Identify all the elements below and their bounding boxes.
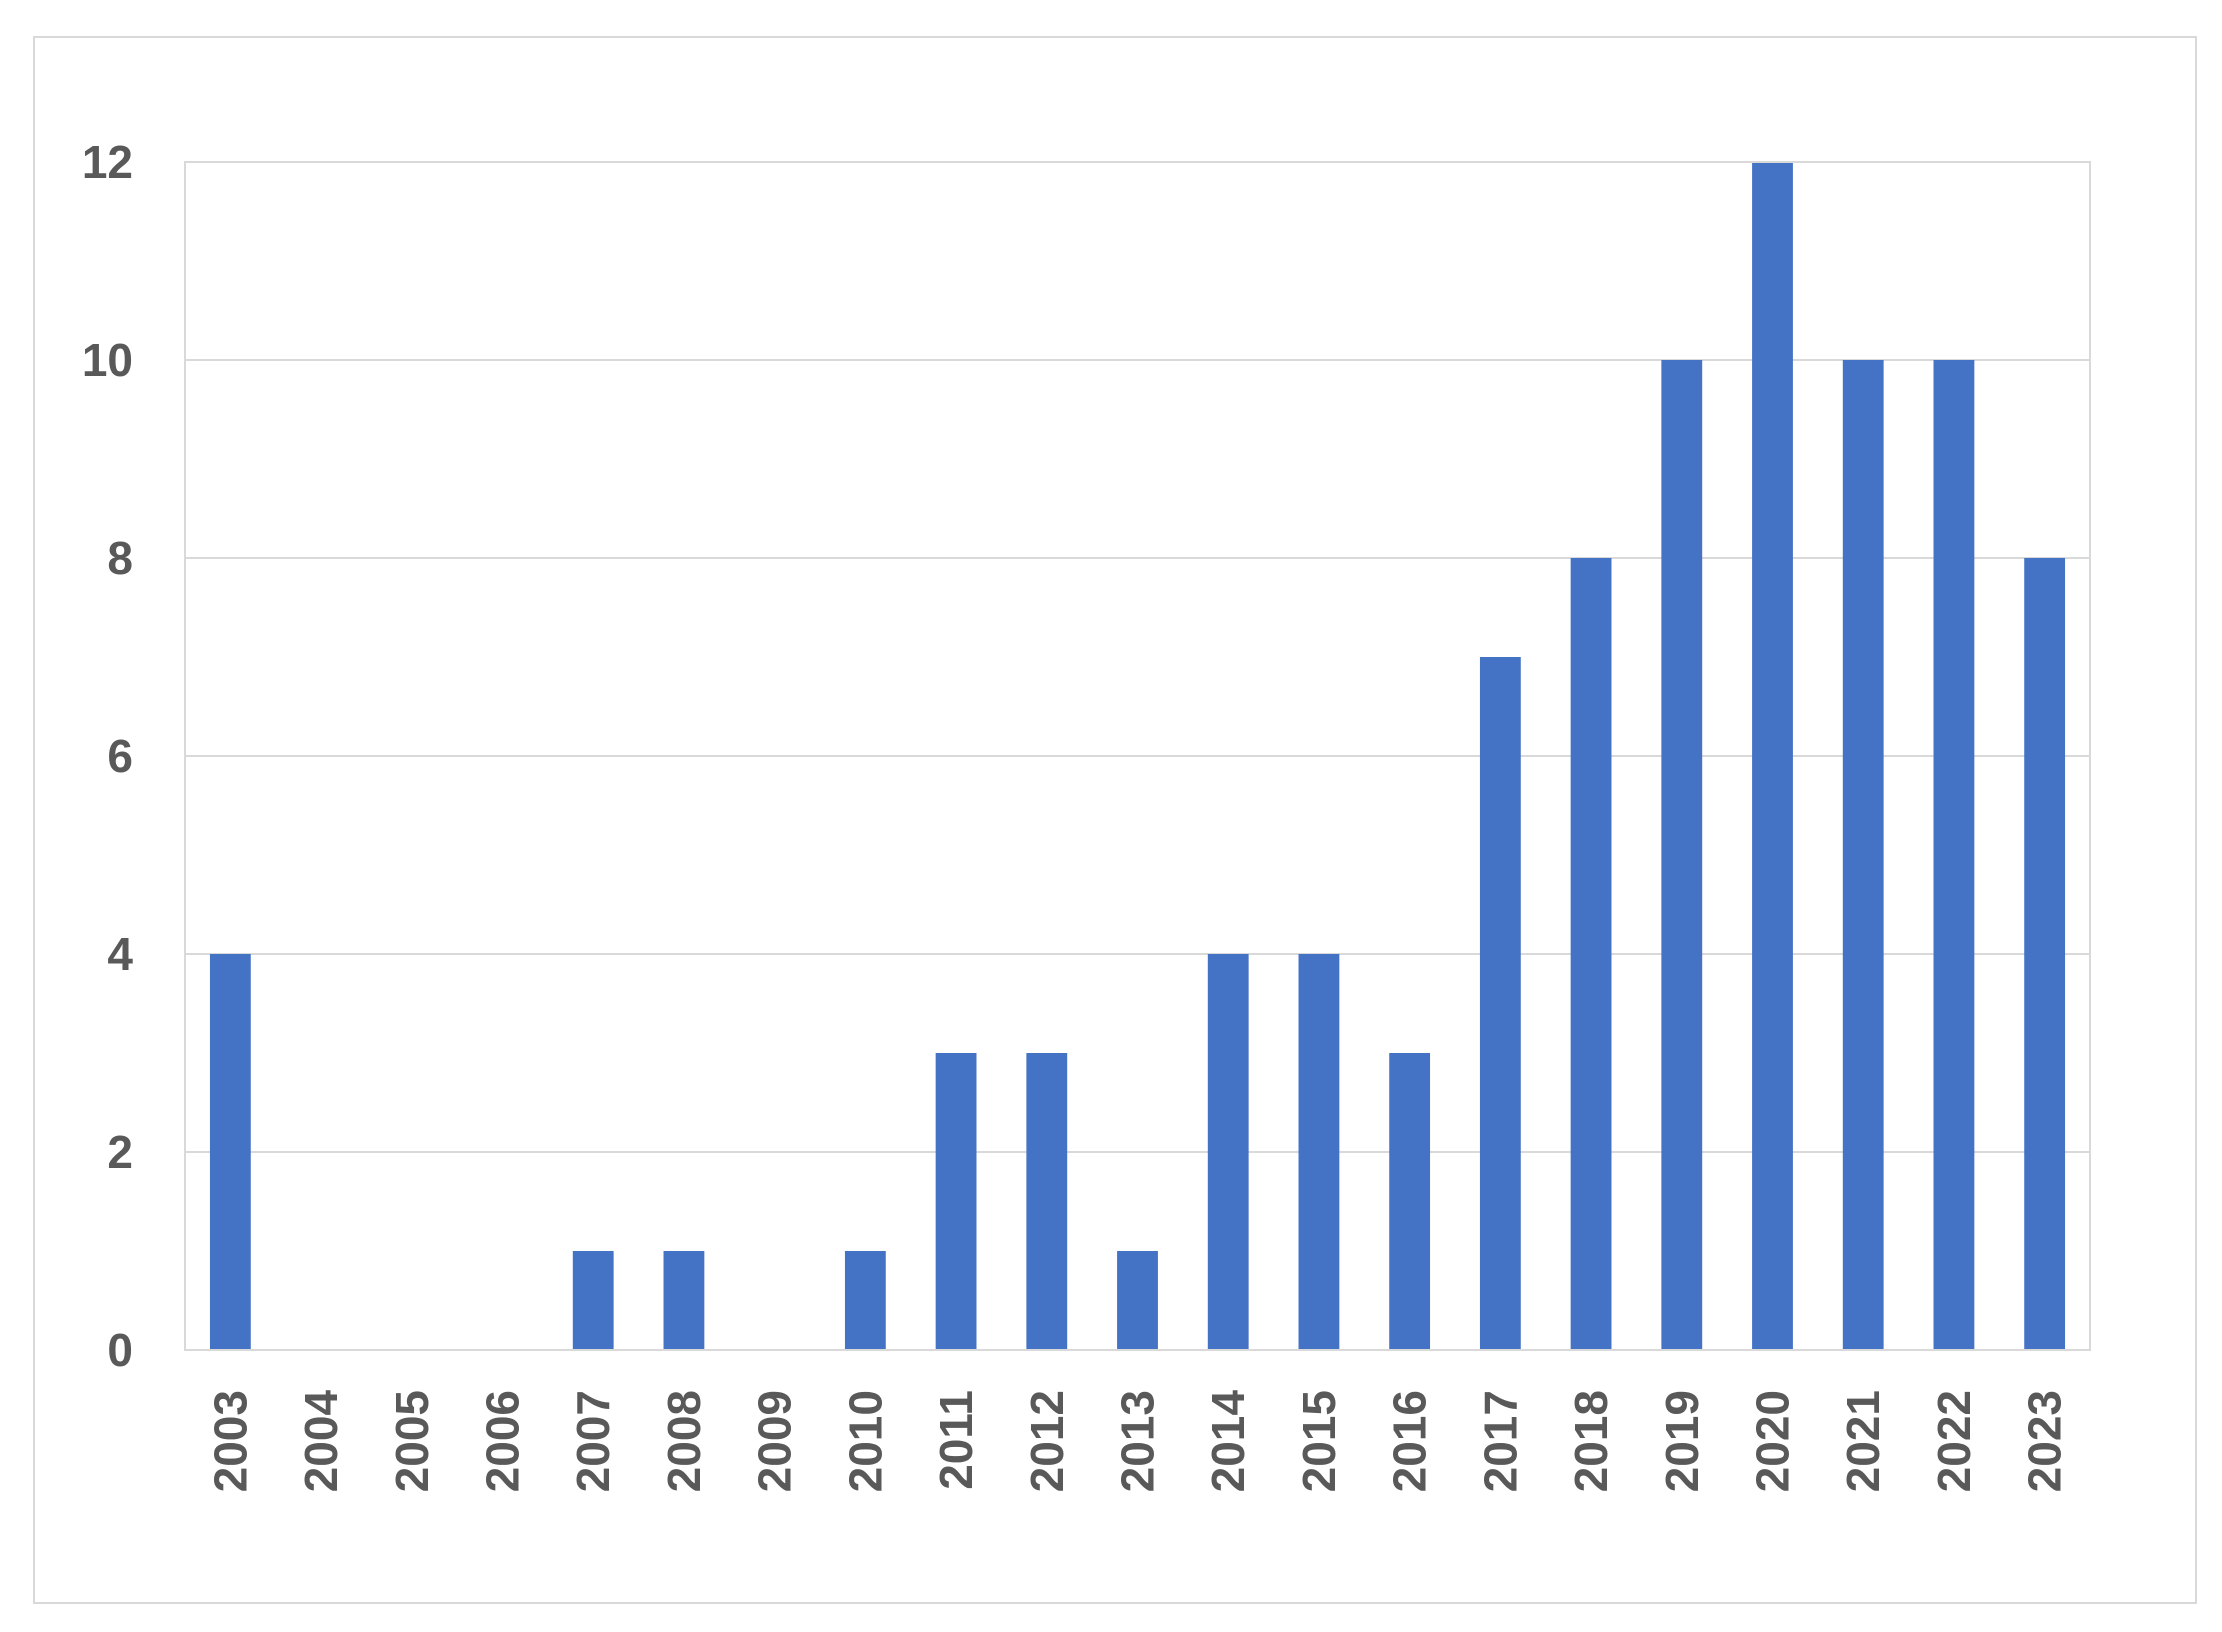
bar-2018 xyxy=(1570,558,1612,1350)
x-tick-label: 2008 xyxy=(658,1390,710,1492)
bar-2007 xyxy=(572,1251,614,1350)
x-tick-label: 2004 xyxy=(295,1390,347,1493)
y-tick-label: 2 xyxy=(107,1126,133,1178)
bar-2011 xyxy=(935,1053,977,1350)
y-tick-label: 6 xyxy=(107,730,133,782)
bar-2012 xyxy=(1026,1053,1068,1350)
bar-2014 xyxy=(1207,954,1249,1350)
bars xyxy=(209,162,2066,1350)
chart-frame xyxy=(33,36,2197,1604)
y-tick-label: 12 xyxy=(82,136,133,188)
bar-2013 xyxy=(1117,1251,1158,1350)
y-tick-label: 10 xyxy=(82,334,133,386)
y-axis-tick-labels: 0 2 4 6 8 10 12 xyxy=(82,136,134,1376)
bar-2019 xyxy=(1661,360,1703,1350)
x-tick-label: 2017 xyxy=(1474,1390,1526,1492)
bar-2017 xyxy=(1479,657,1521,1350)
x-tick-label: 2012 xyxy=(1021,1390,1073,1492)
bar-2023 xyxy=(2024,558,2066,1350)
bar-2021 xyxy=(1842,360,1884,1350)
x-tick-label: 2016 xyxy=(1384,1390,1436,1492)
x-tick-label: 2007 xyxy=(567,1390,619,1492)
x-tick-label: 2005 xyxy=(386,1390,438,1492)
bar-2020 xyxy=(1752,162,1793,1350)
y-tick-label: 0 xyxy=(107,1324,133,1376)
x-tick-label: 2021 xyxy=(1837,1390,1889,1492)
bar-2016 xyxy=(1389,1053,1431,1350)
bar-2010 xyxy=(844,1251,886,1350)
x-tick-label: 2013 xyxy=(1112,1390,1164,1492)
x-tick-label: 2009 xyxy=(749,1390,801,1492)
x-tick-label: 2023 xyxy=(2019,1390,2071,1492)
x-tick-label: 2020 xyxy=(1747,1390,1799,1492)
x-axis-tick-labels: 2003 2004 2005 2006 2007 2008 2009 2010 2011 2012… xyxy=(204,1390,2070,1493)
y-tick-label: 8 xyxy=(107,532,133,584)
bar-2022 xyxy=(1933,360,1975,1350)
bar-2015 xyxy=(1298,954,1340,1350)
plot-area-border xyxy=(184,161,2091,1351)
x-tick-label: 2006 xyxy=(477,1390,529,1492)
x-tick-label: 2019 xyxy=(1656,1390,1708,1492)
y-tick-label: 4 xyxy=(107,928,133,980)
x-tick-label: 2015 xyxy=(1293,1390,1345,1492)
x-tick-label: 2011 xyxy=(930,1390,982,1490)
x-tick-label: 2018 xyxy=(1565,1390,1617,1492)
x-tick-label: 2014 xyxy=(1202,1390,1254,1493)
bar-2003 xyxy=(209,954,251,1350)
x-tick-label: 2022 xyxy=(1928,1390,1980,1492)
gridlines xyxy=(185,161,2090,1351)
bar-2008 xyxy=(663,1251,705,1350)
x-tick-label: 2010 xyxy=(839,1390,891,1492)
x-tick-label: 2003 xyxy=(204,1390,256,1492)
